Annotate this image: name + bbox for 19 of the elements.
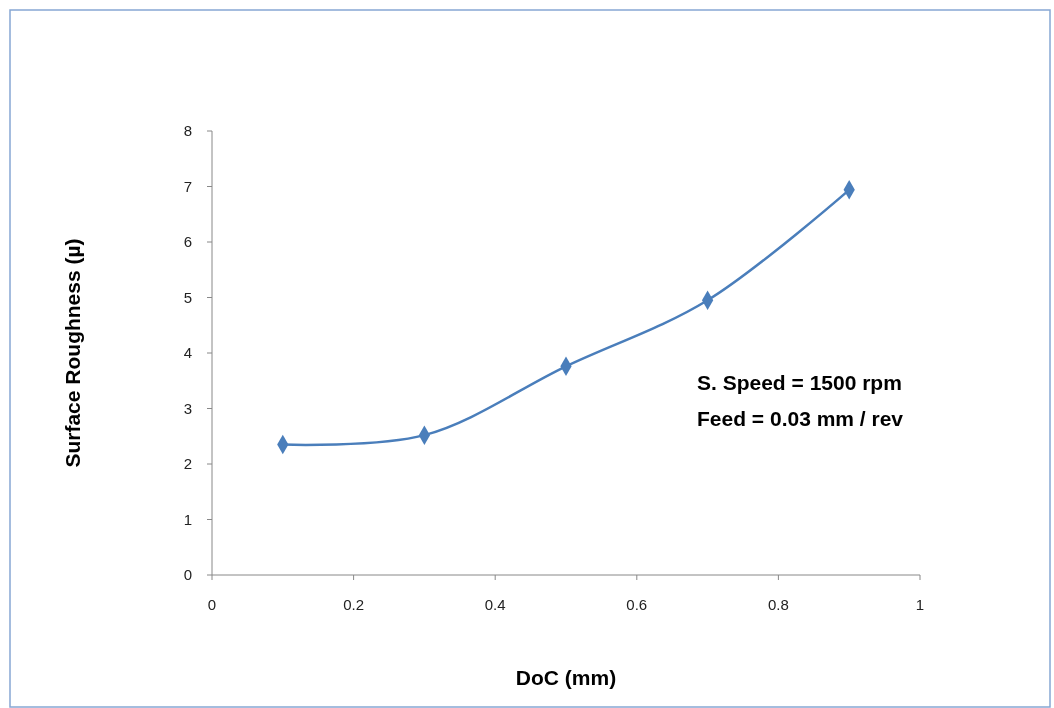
y-tick-label: 2 (183, 455, 192, 472)
x-axis-title: DoC (mm) (515, 666, 617, 689)
y-tick-label: 0 (183, 566, 192, 583)
x-tick-label: 1 (915, 596, 925, 613)
y-tick-label: 6 (183, 233, 192, 250)
y-tick-label: 5 (183, 288, 192, 306)
y-tick-label: 4 (183, 344, 192, 361)
x-tick-label: 0.8 (767, 596, 789, 613)
y-tick-label: 3 (183, 399, 192, 417)
y-tick-label: 1 (183, 510, 192, 528)
y-tick-label: 8 (183, 122, 192, 139)
x-tick-label: 0.6 (626, 596, 648, 613)
x-tick-label: 0.2 (343, 596, 365, 613)
x-tick-label: 0 (207, 596, 217, 613)
annotation: S. Speed = 1500 rpm (697, 371, 902, 394)
y-axis-title: Surface Roughness (µ) (61, 238, 84, 468)
x-tick-label: 0.4 (484, 596, 506, 613)
annotation: Feed = 0.03 mm / rev (697, 407, 904, 430)
y-tick-label: 7 (183, 177, 192, 195)
